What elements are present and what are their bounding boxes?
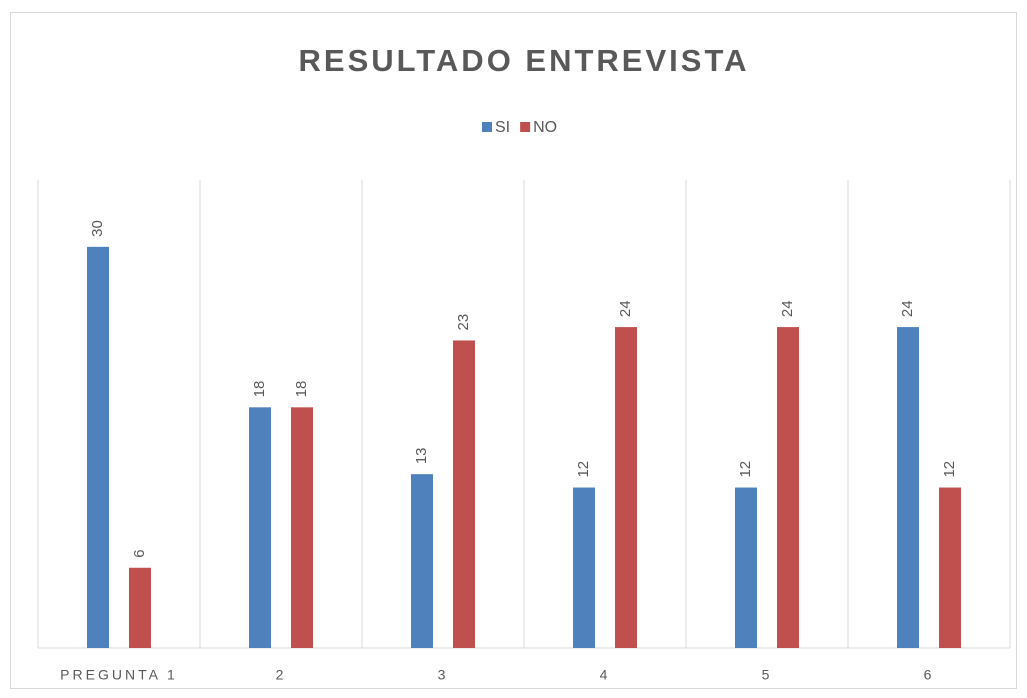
bar	[129, 567, 151, 648]
x-tick-label: 4	[600, 667, 611, 683]
value-label: 13	[413, 447, 430, 464]
value-label: 24	[899, 300, 916, 317]
legend-swatch	[520, 122, 531, 132]
bar	[897, 327, 919, 648]
bar	[777, 327, 799, 648]
bar	[87, 246, 109, 648]
x-tick-label: 5	[762, 667, 773, 683]
x-tick-label: PREGUNTA 1	[60, 667, 178, 683]
bar	[411, 474, 433, 648]
value-label: 30	[89, 220, 106, 237]
legend-swatch	[482, 122, 492, 132]
x-tick-label: 2	[276, 667, 287, 683]
value-label: 24	[617, 300, 634, 317]
bar	[615, 327, 637, 648]
value-label: 18	[251, 381, 268, 398]
x-tick-label: 3	[438, 667, 449, 683]
bar	[453, 340, 475, 648]
chart-frame	[10, 12, 1017, 689]
value-label: 6	[131, 549, 148, 557]
bar	[735, 487, 757, 648]
value-label: 23	[455, 314, 472, 331]
value-label: 12	[737, 461, 754, 478]
value-label: 18	[293, 381, 310, 398]
value-label: 12	[941, 461, 958, 478]
bar	[249, 407, 271, 648]
legend-label: NO	[533, 119, 557, 136]
x-tick-label: 6	[924, 667, 935, 683]
bar	[573, 487, 595, 648]
value-label: 24	[779, 300, 796, 317]
legend-label: SI	[495, 119, 510, 136]
bar	[939, 487, 961, 648]
bar	[291, 407, 313, 648]
chart-title: RESULTADO ENTREVISTA	[299, 43, 750, 78]
value-label: 12	[575, 461, 592, 478]
